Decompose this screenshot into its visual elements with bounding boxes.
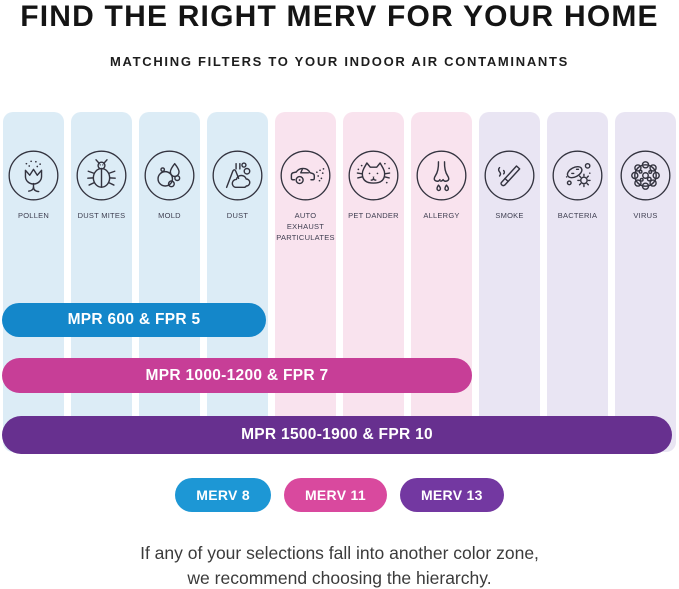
- merv-8-pill: MERV 8: [175, 478, 271, 512]
- footer-line-1: If any of your selections fall into anot…: [140, 543, 539, 563]
- footer-line-2: we recommend choosing the hierarchy.: [187, 567, 492, 588]
- virus-icon: [619, 149, 672, 202]
- dust-mites-icon: [75, 149, 128, 202]
- footer-note: If any of your selections fall into anot…: [0, 541, 679, 589]
- pollen-icon: [7, 149, 60, 202]
- column-label: AUTO EXHAUST PARTICULATES: [276, 211, 335, 242]
- column-label: VIRUS: [633, 211, 658, 220]
- column-allergy: ALLERGY: [411, 112, 472, 452]
- contaminant-columns: POLLEN DUST MITES: [3, 112, 676, 452]
- mpr-1500-1900-fpr-10-bar: MPR 1500-1900 & FPR 10: [2, 416, 672, 454]
- column-label: MOLD: [158, 211, 181, 220]
- column-pollen: POLLEN: [3, 112, 64, 452]
- bacteria-icon: [551, 149, 604, 202]
- column-auto-exhaust: AUTO EXHAUST PARTICULATES: [275, 112, 336, 452]
- page-title: FIND THE RIGHT MERV FOR YOUR HOME: [20, 0, 659, 33]
- column-pet-dander: PET DANDER: [343, 112, 404, 452]
- column-mold: MOLD: [139, 112, 200, 452]
- merv-legend: MERV 8 MERV 11 MERV 13: [0, 478, 679, 512]
- column-smoke: SMOKE: [479, 112, 540, 452]
- column-label: BACTERIA: [557, 211, 598, 220]
- merv-11-pill: MERV 11: [283, 478, 387, 512]
- mpr-1000-1200-fpr-7-bar: MPR 1000-1200 & FPR 7: [2, 358, 472, 393]
- pet-dander-icon: [347, 149, 400, 202]
- dust-icon: [211, 149, 264, 202]
- allergy-icon: [415, 149, 468, 202]
- column-label: DUST MITES: [77, 211, 126, 220]
- column-label: PET DANDER: [348, 211, 399, 220]
- auto-exhaust-particulates-icon: [279, 149, 332, 202]
- column-dust-mites: DUST MITES: [71, 112, 132, 452]
- column-dust: DUST: [207, 112, 268, 452]
- column-bacteria: BACTERIA: [547, 112, 608, 452]
- mold-icon: [143, 149, 196, 202]
- column-label: POLLEN: [17, 211, 50, 220]
- column-label: DUST: [226, 211, 249, 220]
- merv-13-pill: MERV 13: [399, 478, 504, 512]
- smoke-icon: [483, 149, 536, 202]
- column-label: ALLERGY: [423, 211, 460, 220]
- page-subtitle: MATCHING FILTERS TO YOUR INDOOR AIR CONT…: [109, 54, 570, 69]
- column-label: SMOKE: [495, 211, 524, 220]
- mpr-600-fpr-5-bar: MPR 600 & FPR 5: [2, 303, 266, 337]
- column-virus: VIRUS: [615, 112, 676, 452]
